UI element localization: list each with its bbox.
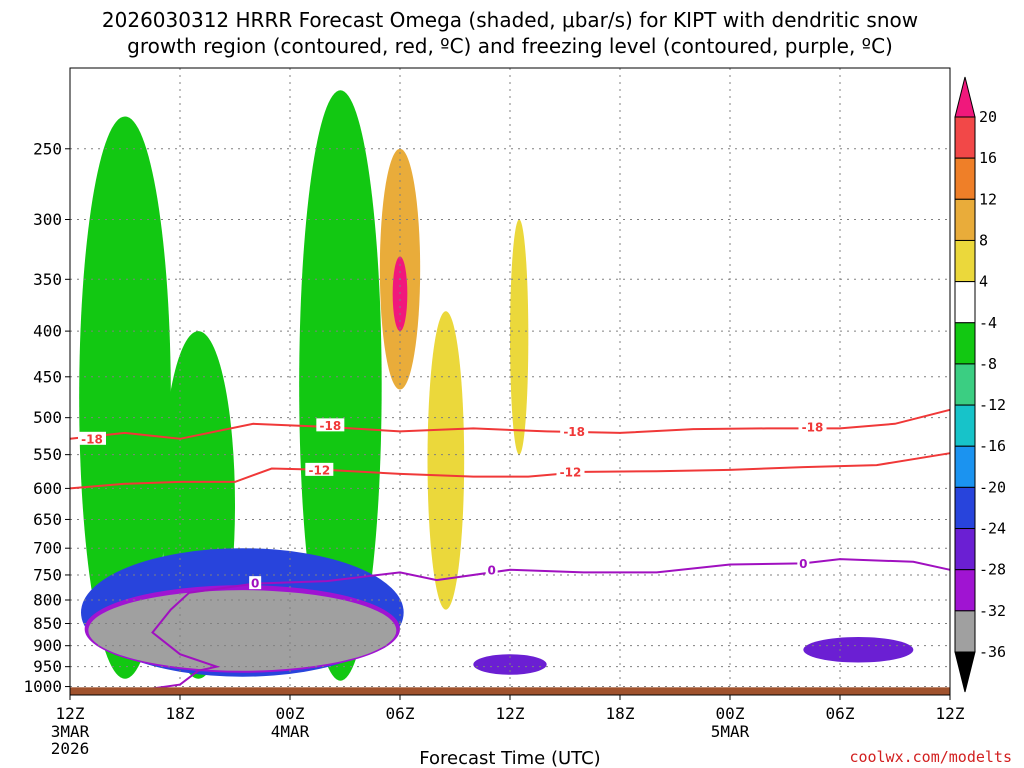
colorbar-swatch	[954, 486, 976, 530]
contour-label: -18	[802, 420, 824, 434]
colorbar-swatch	[954, 569, 976, 612]
contour-label: -18	[81, 432, 103, 446]
terrain-layer	[70, 687, 950, 695]
contour-label: 0	[799, 557, 807, 571]
omega-low-ascent-06z-5mar	[803, 636, 914, 663]
x-tick-date-label: 5MAR	[711, 722, 750, 741]
axes: 250 300 350 400 450 500 550 600 650 700 750 800 850 9…	[23, 67, 965, 758]
colorbar-label: 12	[979, 190, 997, 208]
contour-label-background	[556, 464, 585, 478]
colorbar-label: 16	[979, 149, 997, 167]
colorbar-label: -8	[979, 355, 997, 373]
y-tick-label: 600	[33, 479, 62, 498]
y-tick-label: 900	[33, 636, 62, 655]
contour-label-background	[249, 576, 262, 590]
colorbar-label: -32	[979, 602, 1006, 620]
colorbar-top-arrow	[954, 76, 976, 118]
y-tick-label: 300	[33, 210, 62, 229]
contour-label-background	[78, 431, 106, 445]
y-tick-label: 500	[33, 408, 62, 427]
colorbar-label: -28	[979, 561, 1006, 579]
y-tick-label: 800	[33, 590, 62, 609]
contour-label-background	[560, 424, 589, 438]
x-tick-label: 12Z	[936, 704, 965, 723]
colorbar-label: 8	[979, 231, 988, 249]
colorbar-bottom-arrow	[954, 651, 976, 693]
x-tick-label: 06Z	[386, 704, 415, 723]
omega-shading	[79, 90, 914, 681]
colorbar-swatch	[954, 239, 976, 283]
colorbar-label: -12	[979, 396, 1006, 414]
x-tick-label: 12Z	[496, 704, 525, 723]
omega-green-column-02z	[299, 90, 382, 681]
contour-freezing-level	[189, 558, 951, 594]
contour-label-background	[798, 419, 827, 433]
x-tick-label: 12Z	[56, 704, 85, 723]
x-tick-label: 06Z	[826, 704, 855, 723]
contour-label: 0	[487, 563, 495, 577]
omega-strong-ascent-core	[88, 590, 397, 671]
y-tick-label: 250	[33, 139, 62, 158]
y-tick-label: 1000	[23, 677, 62, 696]
x-tick-date-label: 3MAR	[51, 722, 90, 741]
temperature-contours: -18 -18 -18 -18 -12 -12 0 0 0	[69, 408, 951, 690]
colorbar-label: -20	[979, 478, 1006, 496]
contour-freezing-level	[151, 591, 221, 690]
x-tick-year-label: 2026	[51, 739, 90, 758]
y-tick-label: 700	[33, 539, 62, 558]
x-tick-label: 00Z	[276, 704, 305, 723]
colorbar-label: -24	[979, 520, 1006, 538]
chart-title-line-2: growth region (contoured, red, ºC) and f…	[127, 34, 893, 58]
contour-label: -12	[560, 465, 582, 479]
colorbar-label: 4	[979, 273, 988, 291]
colorbar-swatch	[954, 157, 976, 200]
y-tick-label: 450	[33, 367, 62, 386]
colorbar-swatch	[954, 198, 976, 241]
x-tick-label: 18Z	[166, 704, 195, 723]
contour-label: -18	[319, 419, 341, 433]
y-tick-label: 650	[33, 510, 62, 529]
colorbar-label: -4	[979, 314, 997, 332]
y-tick-label: 350	[33, 270, 62, 289]
contour-label: -18	[563, 425, 585, 439]
colorbar-swatch	[954, 445, 976, 488]
omega-deep-green-column-left	[79, 116, 171, 679]
contour-label-background	[485, 562, 498, 576]
colorbar-swatch	[954, 322, 976, 365]
contour-label-background	[305, 462, 334, 476]
terrain-fill	[70, 687, 950, 695]
contour-label: 0	[251, 577, 259, 591]
omega-descent-12z	[510, 219, 529, 455]
colorbar-swatch	[954, 610, 976, 653]
colorbar: 20 16 12 8 4 -4 -8 -12 -16 -20 -24 -28 -32 -36	[954, 76, 1006, 693]
colorbar-label: -36	[979, 643, 1006, 661]
colorbar-swatch	[954, 528, 976, 571]
x-tick-date-label: 4MAR	[271, 722, 310, 741]
colorbar-swatch	[954, 404, 976, 447]
x-tick-label: 00Z	[716, 704, 745, 723]
colorbar-swatch	[954, 281, 976, 324]
colorbar-swatch	[954, 363, 976, 406]
y-tick-label: 550	[33, 445, 62, 464]
x-axis-label: Forecast Time (UTC)	[419, 748, 600, 768]
x-tick-label: 18Z	[606, 704, 635, 723]
omega-descent-column-08z	[427, 311, 465, 610]
y-tick-label: 950	[33, 657, 62, 676]
contour-label-background	[797, 556, 810, 570]
contour-label: -12	[308, 463, 330, 477]
contour-temp-12	[69, 452, 951, 490]
colorbar-label: -16	[979, 437, 1006, 455]
credit-text: coolwx.com/modelts	[849, 748, 1012, 766]
colorbar-label: 20	[979, 108, 997, 126]
y-tick-label: 750	[33, 565, 62, 584]
colorbar-swatch	[954, 116, 976, 159]
y-tick-label: 850	[33, 614, 62, 633]
contour-label-background	[316, 418, 345, 432]
contour-temp-18	[69, 408, 951, 440]
chart-title-line-1: 2026030312 HRRR Forecast Omega (shaded, …	[102, 8, 918, 32]
chart-title: 2026030312 HRRR Forecast Omega (shaded, …	[102, 8, 918, 58]
y-tick-label: 400	[33, 322, 62, 341]
